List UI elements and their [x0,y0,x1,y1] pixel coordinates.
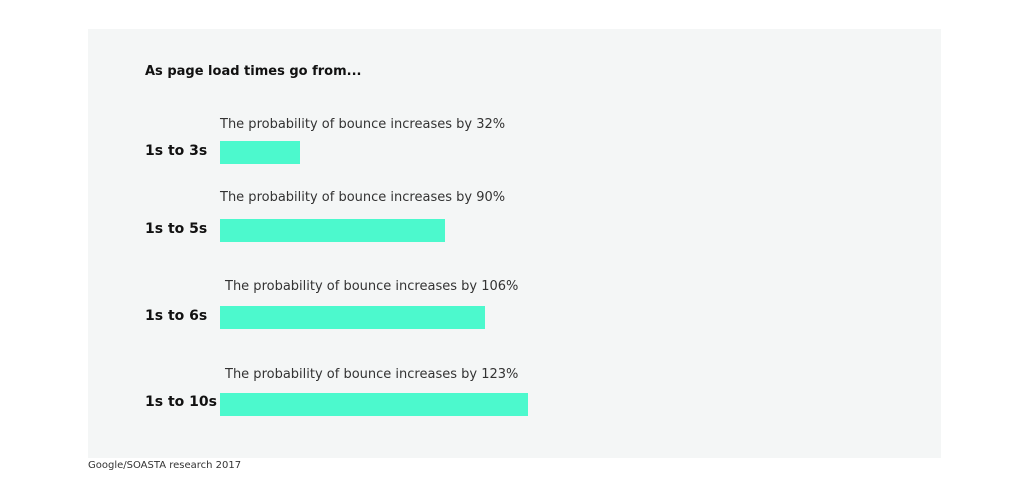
bar-annotation: The probability of bounce increases by 3… [220,117,506,132]
bar [220,306,485,329]
category-label: 1s to 10s [145,394,217,410]
category-label: 1s to 3s [145,143,208,159]
bar-annotation: The probability of bounce increases by 1… [225,279,519,294]
chart-panel [88,29,941,458]
bar [220,141,300,164]
category-label: 1s to 6s [145,308,208,324]
bar-annotation: The probability of bounce increases by 1… [225,367,519,382]
bar [220,393,528,416]
bar-annotation: The probability of bounce increases by 9… [220,190,506,205]
chart-title: As page load times go from... [145,64,362,79]
category-label: 1s to 5s [145,221,208,237]
source-caption: Google/SOASTA research 2017 [88,460,242,471]
bar [220,219,445,242]
